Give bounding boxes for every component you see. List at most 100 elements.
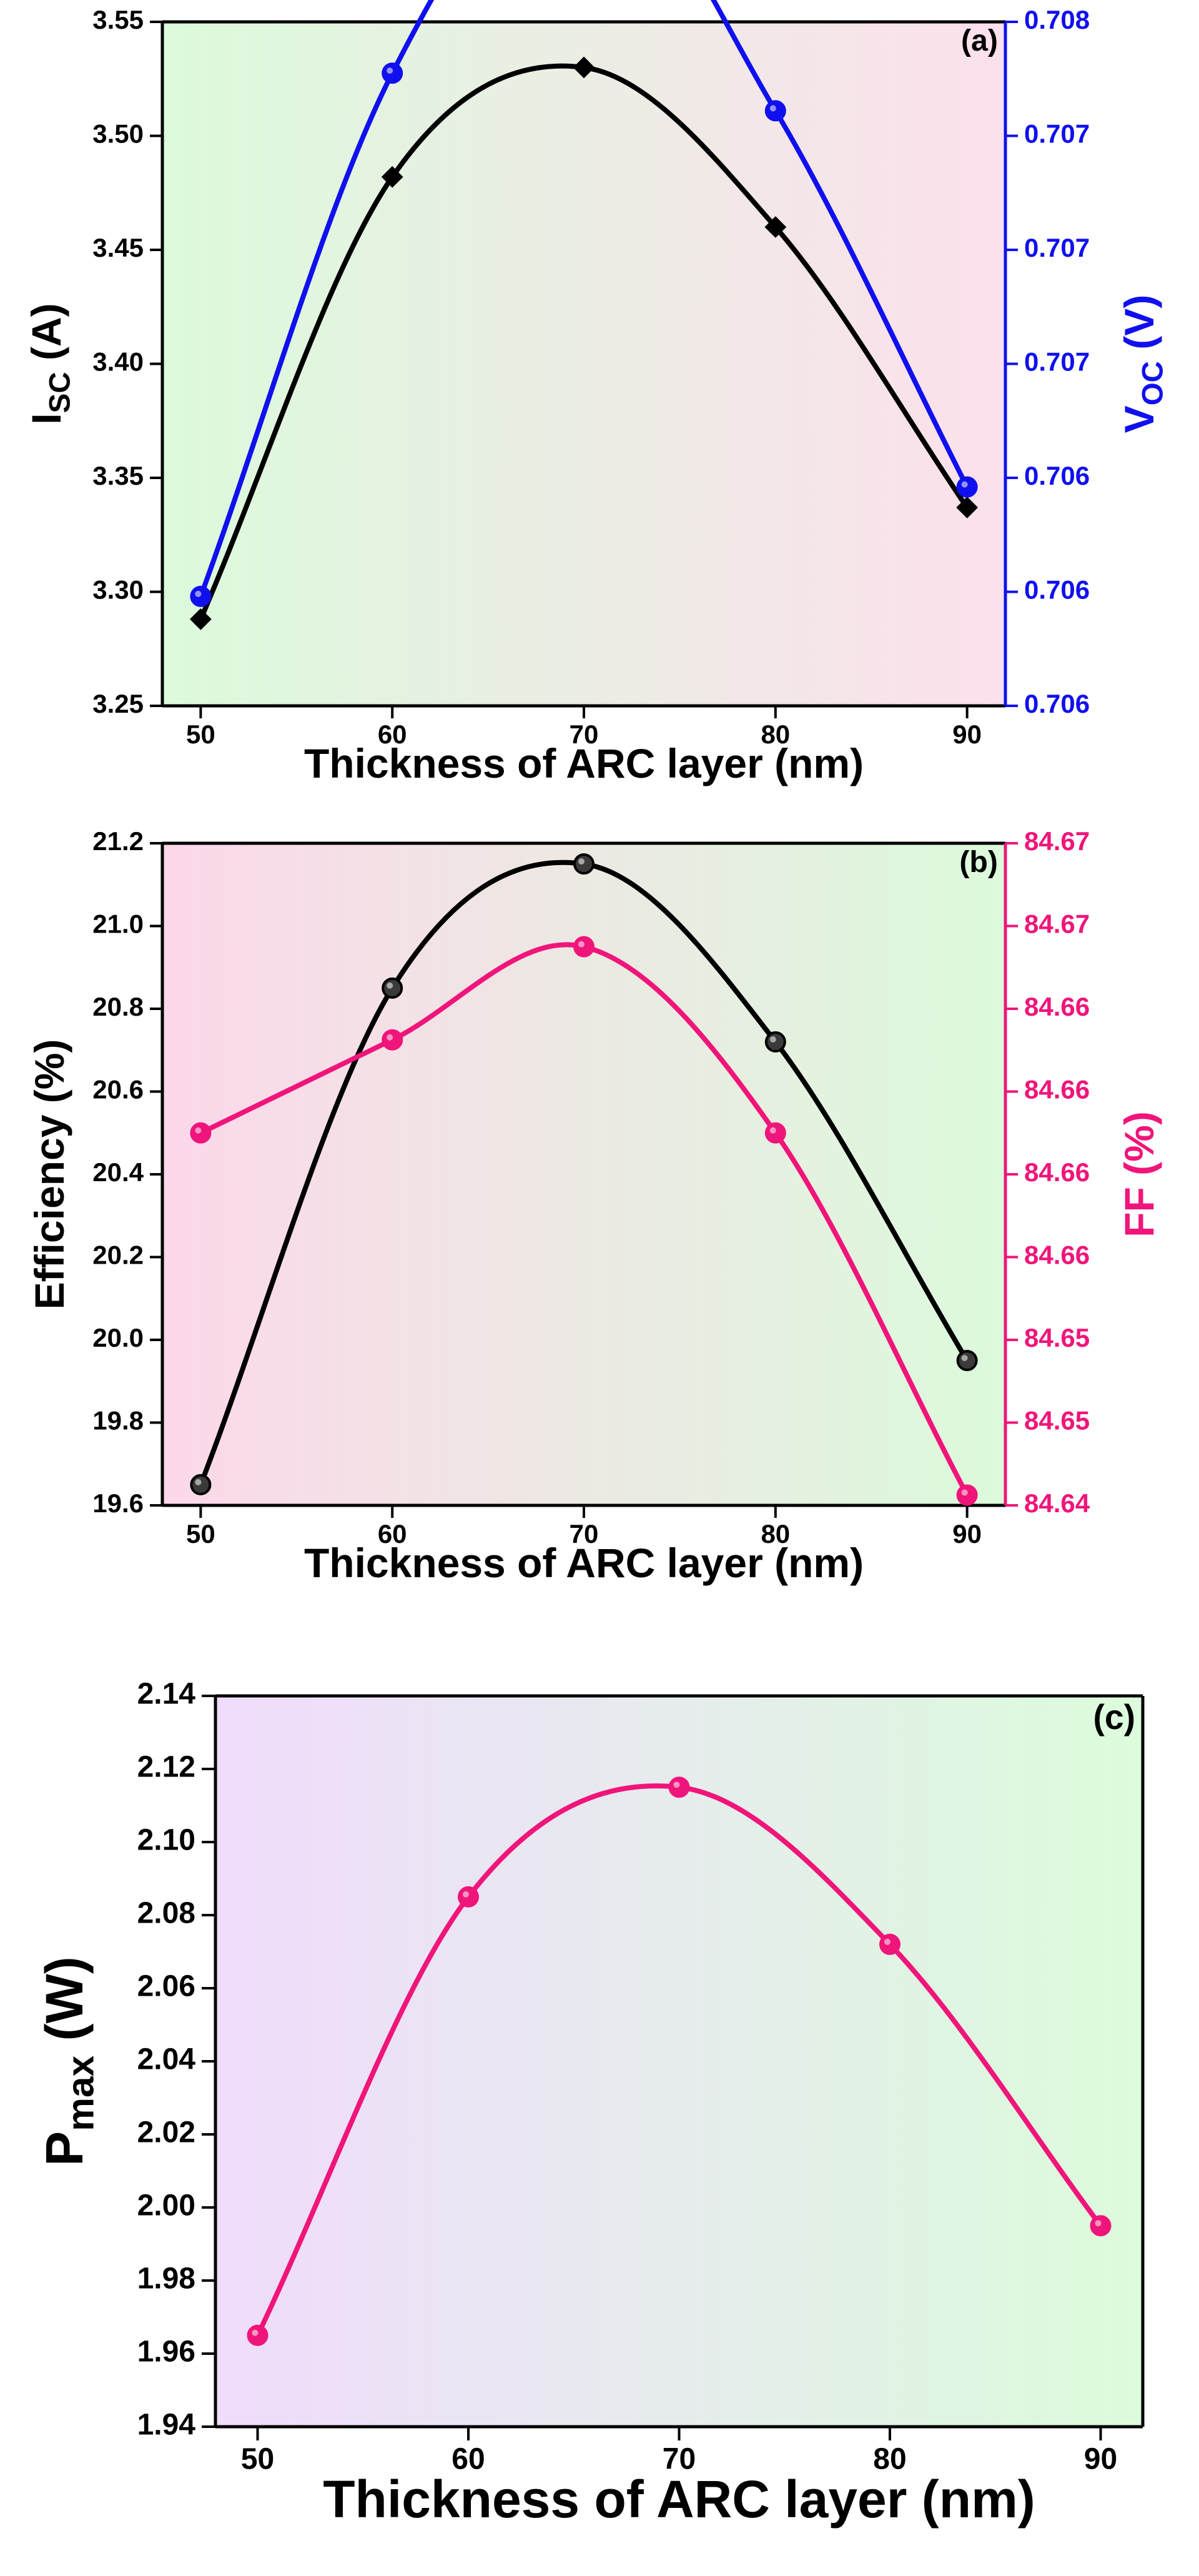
y-tick-label-right: 84.65: [1024, 1406, 1090, 1435]
y-tick-label-right: 0.708: [1024, 5, 1090, 34]
x-tick-label: 90: [1084, 2443, 1117, 2476]
panel-label: (b): [959, 845, 998, 879]
y-tick-label-right: 84.65: [1024, 1323, 1090, 1352]
data-point-highlight: [673, 1781, 680, 1788]
data-point-voc: [764, 100, 786, 122]
data-point-highlight: [252, 2329, 259, 2336]
plot-background: [215, 1696, 1143, 2427]
y-tick-label-left: 2.02: [137, 2116, 195, 2149]
x-axis-label: Thickness of ARC layer (nm): [304, 1540, 864, 1586]
data-point-efficiency: [956, 1350, 978, 1372]
x-tick-label: 70: [570, 1519, 599, 1548]
y-tick-label-right: 84.66: [1024, 1157, 1090, 1187]
y-axis-label-left-sub: SC: [43, 372, 76, 413]
chart-panel-2: 50 60 70 80 90 19.6 19.8 20.0 20.2 20.4 20.6 20.8 21…: [26, 826, 1162, 1586]
y-tick-label-right: 0.706: [1024, 575, 1090, 605]
y-tick-label-left: 2.10: [137, 1824, 195, 1857]
y-tick-label-right: 0.707: [1024, 233, 1090, 262]
y-axis-label-right-main: FF (%): [1116, 1111, 1162, 1237]
y-tick-label-left: 1.98: [137, 2262, 195, 2296]
y-axis-label-left-main: Efficiency (%): [26, 1039, 72, 1310]
data-point-voc: [382, 62, 403, 84]
y-tick-label-left: 21.2: [92, 826, 144, 856]
x-tick-label: 60: [378, 1519, 407, 1548]
y-tick-label-left: 2.06: [137, 1970, 195, 2003]
y-tick-label-left: 3.45: [92, 233, 144, 262]
data-point-isc: [381, 166, 403, 188]
y-axis-label-right-sub: OC: [1136, 361, 1169, 405]
chart-panel-1: 50 60 70 80 90 3.25 3.30 3.35 3.40 3.45 3.50 3.55 0.…: [23, 0, 1169, 786]
y-tick-label-right: 0.707: [1024, 119, 1090, 149]
x-tick-label: 60: [378, 720, 407, 749]
y-tick-label-right: 0.706: [1024, 461, 1090, 490]
y-tick-label-right: 84.67: [1024, 909, 1090, 939]
y-axis-label-right: FF (%): [1116, 1111, 1162, 1237]
y-tick-label-right: 84.66: [1024, 1075, 1090, 1104]
x-tick-label: 50: [186, 1519, 215, 1548]
data-point-highlight: [769, 105, 776, 112]
panel-label: (a): [961, 24, 998, 57]
y-tick-label-left: 3.35: [92, 461, 144, 490]
y-axis-label-right-main: V: [1116, 405, 1162, 433]
data-point-pmax: [247, 2324, 269, 2346]
y-tick-label-left: 19.6: [92, 1489, 144, 1518]
x-tick-label: 70: [663, 2443, 696, 2476]
data-point-highlight: [769, 1036, 776, 1043]
data-point-voc: [190, 585, 212, 607]
data-point-highlight: [1095, 2220, 1102, 2227]
data-point-ff: [764, 1122, 786, 1144]
y-tick-label-left: 2.14: [137, 1678, 196, 1711]
y-tick-label-left: 19.8: [92, 1406, 144, 1435]
y-tick-label-right: 84.64: [1024, 1489, 1090, 1518]
y-tick-label-left: 3.40: [92, 347, 144, 377]
data-point-efficiency: [382, 977, 403, 999]
data-point-efficiency: [764, 1031, 786, 1053]
x-tick-label: 50: [186, 720, 215, 749]
data-point-ff: [382, 1029, 403, 1051]
data-point-isc: [956, 497, 979, 518]
y-tick-label-left: 20.6: [92, 1075, 144, 1104]
data-point-pmax: [458, 1886, 479, 1908]
data-point-highlight: [463, 1891, 469, 1898]
data-point-ff: [190, 1122, 212, 1144]
y-axis-label-left-sub: max: [59, 2055, 101, 2131]
y-tick-label-left: 20.4: [92, 1157, 144, 1187]
data-point-highlight: [884, 1938, 891, 1945]
y-tick-label-left: 2.12: [137, 1751, 195, 1784]
data-point-efficiency: [190, 1474, 212, 1495]
data-point-highlight: [195, 1127, 202, 1134]
x-tick-label: 90: [952, 720, 982, 749]
y-tick-label-left: 2.00: [137, 2189, 195, 2222]
x-tick-label: 70: [570, 720, 599, 749]
data-point-highlight: [387, 67, 393, 74]
data-point-highlight: [578, 858, 585, 865]
y-tick-label-right: 84.66: [1024, 1241, 1090, 1270]
y-axis-label-left-unit: (A): [23, 303, 69, 372]
y-tick-label-left: 3.50: [92, 119, 144, 149]
y-axis-label-left: ISC (A): [23, 303, 76, 424]
plot-background: [162, 22, 1005, 706]
y-axis-label-left: Pmax (W): [35, 1956, 101, 2166]
y-axis-label-right: VOC (V): [1116, 295, 1169, 433]
y-tick-label-right: 84.67: [1024, 826, 1090, 856]
data-point-highlight: [195, 590, 202, 597]
y-tick-label-left: 3.25: [92, 689, 144, 718]
data-point-pmax: [668, 1776, 690, 1798]
y-tick-label-left: 3.55: [92, 5, 144, 34]
y-axis-label-right-unit: (V): [1116, 295, 1162, 361]
data-point-isc: [189, 608, 212, 630]
y-tick-label-left: 2.04: [137, 2043, 196, 2076]
x-tick-label: 80: [873, 2443, 906, 2476]
x-tick-label: 90: [952, 1519, 982, 1548]
data-point-efficiency: [573, 853, 595, 875]
x-axis-label: Thickness of ARC layer (nm): [304, 740, 864, 786]
x-tick-label: 80: [761, 720, 790, 749]
data-point-highlight: [387, 1034, 393, 1041]
y-tick-label-left: 21.0: [92, 909, 144, 939]
y-axis-label-left-main: I: [23, 413, 69, 424]
chart-panel-3: 50 60 70 80 90 1.94 1.96 1.98 2.00 2.02 2.04 2.06 2.…: [35, 1678, 1145, 2529]
y-tick-label-left: 1.96: [137, 2336, 195, 2369]
panel-label: (c): [1093, 1698, 1135, 1736]
data-point-voc: [956, 476, 978, 498]
